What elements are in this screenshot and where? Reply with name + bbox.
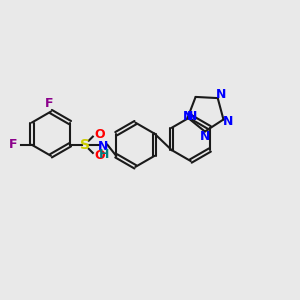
Text: O: O bbox=[94, 149, 105, 162]
Text: H: H bbox=[99, 148, 110, 160]
Text: N: N bbox=[187, 110, 197, 123]
Text: N: N bbox=[98, 140, 109, 153]
Text: O: O bbox=[94, 128, 105, 141]
Text: S: S bbox=[80, 138, 90, 152]
Text: F: F bbox=[45, 98, 53, 110]
Text: N: N bbox=[200, 130, 210, 143]
Text: F: F bbox=[9, 138, 17, 151]
Text: N: N bbox=[183, 110, 194, 123]
Text: N: N bbox=[215, 88, 226, 101]
Text: N: N bbox=[223, 115, 233, 128]
